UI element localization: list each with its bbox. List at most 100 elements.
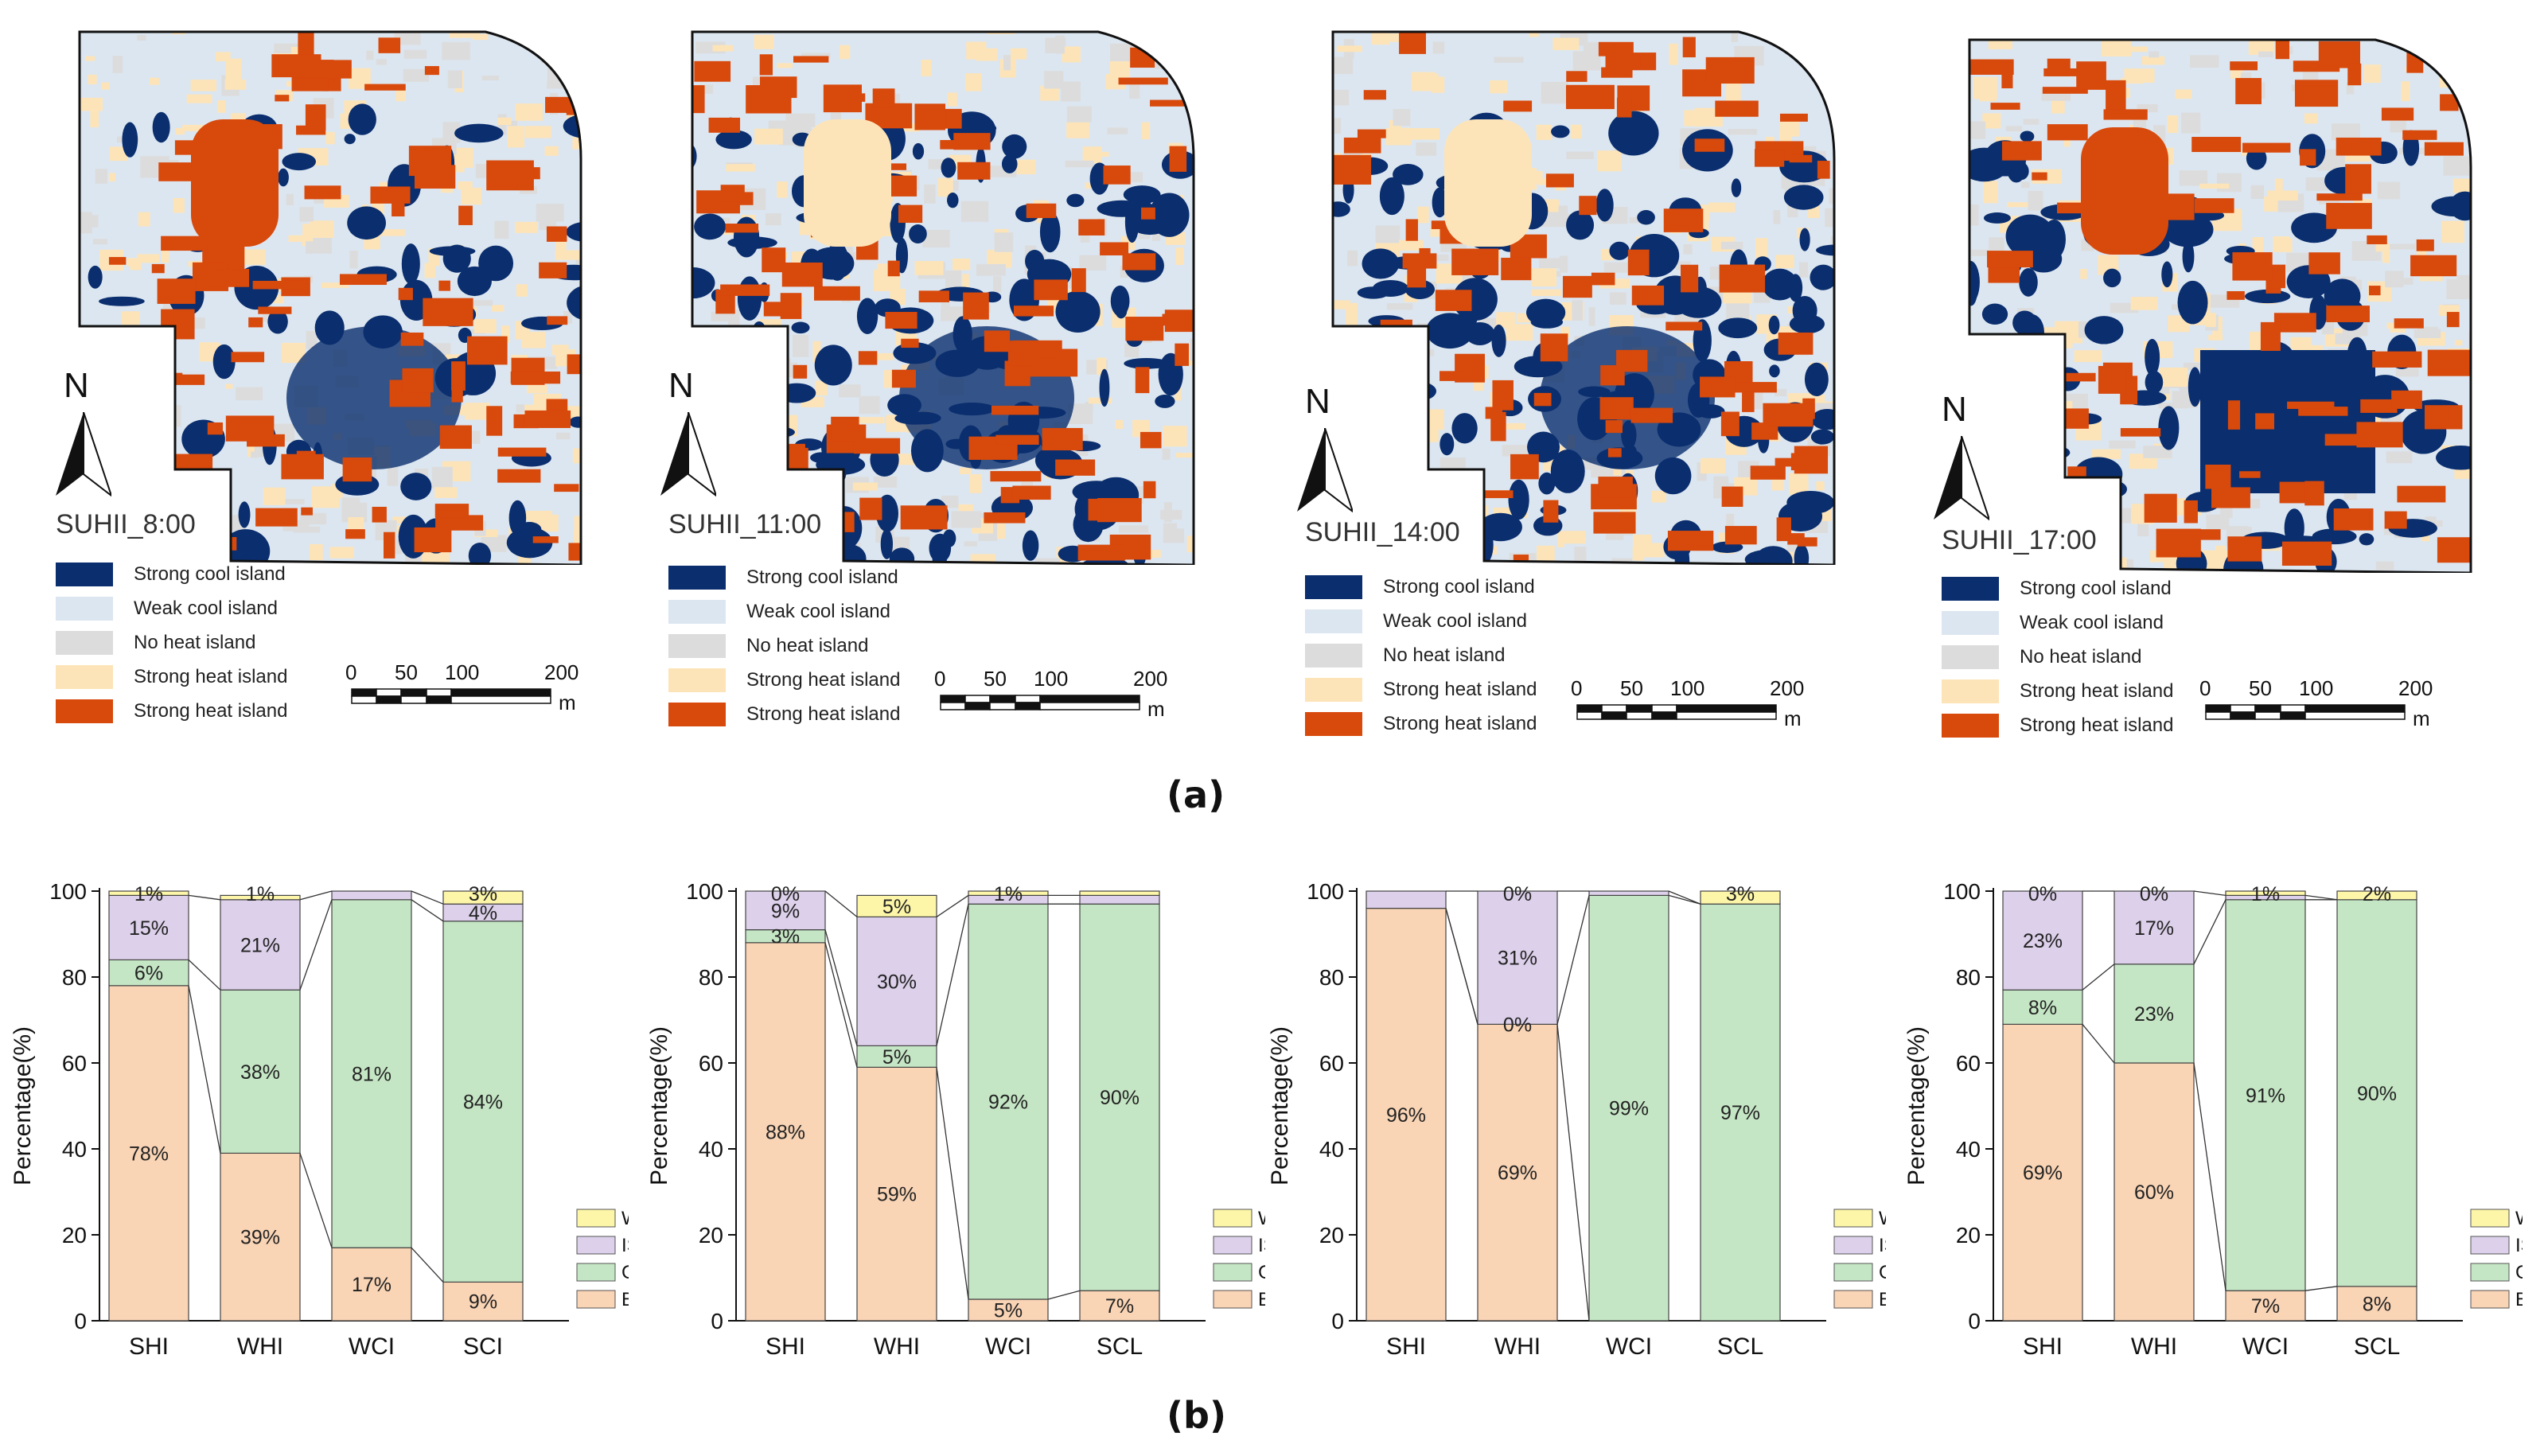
bar-segment-gs bbox=[1079, 903, 1160, 1291]
connector-line bbox=[299, 899, 333, 991]
data-label: 0% bbox=[1503, 1014, 1532, 1036]
scale-tick-label: 200 bbox=[1770, 676, 1805, 700]
suhii-map-1 bbox=[78, 30, 582, 565]
data-label: 17% bbox=[2134, 917, 2174, 940]
legend-swatch bbox=[56, 630, 113, 655]
north-arrow-icon bbox=[660, 412, 716, 497]
data-label: 1% bbox=[994, 883, 1023, 905]
legend-label: GS bbox=[621, 1262, 629, 1283]
bar-segment-bd bbox=[2336, 1286, 2417, 1322]
bar-segment-wb bbox=[856, 894, 937, 918]
bar-segment-is bbox=[2002, 890, 2083, 991]
y-tick-label: 100 bbox=[49, 879, 87, 904]
bar-segment-bd bbox=[856, 1066, 937, 1322]
bar-segment-is bbox=[331, 890, 412, 901]
x-tick-label: WHI bbox=[1494, 1333, 1541, 1360]
scale-tick-label: 200 bbox=[2398, 676, 2433, 700]
data-label: 9% bbox=[771, 900, 800, 922]
bar-segment-wb bbox=[108, 890, 189, 897]
stacked-bar-chart-1: 0 20 40 60 80 100 Percentage(%) 78% 6% 15% 1% SHI 39… bbox=[10, 879, 629, 1360]
legend-label: Strong heat island bbox=[1383, 712, 1537, 734]
legend-swatch bbox=[668, 668, 726, 692]
data-label: 15% bbox=[129, 917, 169, 940]
suhii-map-4 bbox=[1968, 38, 2472, 573]
y-tick-label: 80 bbox=[699, 965, 723, 990]
scale-unit: m bbox=[2413, 707, 2430, 730]
legend-label: IS bbox=[1879, 1235, 1886, 1256]
map-legend-item: Strong cool island bbox=[668, 560, 900, 594]
map-legend-item: Weak cool island bbox=[1305, 604, 1537, 638]
map-legend-item: Strong heat island bbox=[668, 697, 900, 731]
legend-swatch bbox=[1305, 677, 1362, 702]
legend-label: Strong heat island bbox=[134, 699, 288, 722]
map-legend-item: Weak cool island bbox=[1942, 605, 2173, 640]
data-label: 3% bbox=[771, 926, 800, 948]
legend-label: GS bbox=[1879, 1262, 1886, 1283]
bar-segment-gs bbox=[2225, 899, 2306, 1291]
bar-segment-bd bbox=[442, 1281, 524, 1322]
north-arrow-icon bbox=[1934, 436, 1989, 521]
x-tick-label: WCI bbox=[985, 1333, 1031, 1360]
data-label: 5% bbox=[882, 1046, 911, 1069]
map-title: SUHII_8:00 bbox=[56, 509, 196, 539]
legend-label: Strong cool island bbox=[134, 563, 286, 585]
data-label: 60% bbox=[2134, 1182, 2174, 1204]
map-panel-2: SUHII_11:00 N Strong cool island Weak cool … bbox=[637, 16, 1241, 748]
y-axis-label: Percentage(%) bbox=[1267, 1026, 1293, 1185]
legend-swatch bbox=[668, 599, 726, 624]
legend-swatch bbox=[668, 633, 726, 658]
map-legend-item: Strong cool island bbox=[1942, 571, 2173, 605]
scale-tick-label: 100 bbox=[1670, 676, 1705, 700]
legend-label: Strong heat island bbox=[746, 703, 901, 725]
data-label: 21% bbox=[240, 935, 280, 957]
y-tick-label: 80 bbox=[1319, 965, 1344, 990]
legend-swatch-gs bbox=[1833, 1263, 1873, 1282]
bar-segment-is bbox=[2114, 890, 2195, 965]
y-tick-label: 40 bbox=[1319, 1137, 1344, 1162]
legend-label: Strong heat island bbox=[2020, 714, 2174, 736]
scale-tick-label: 0 bbox=[934, 667, 946, 691]
scale-bar: 0 50 100 200 m bbox=[2199, 676, 2443, 740]
data-label: 0% bbox=[1503, 883, 1532, 905]
legend-swatch bbox=[56, 699, 113, 723]
data-label: 7% bbox=[1105, 1295, 1134, 1318]
bar-segment-gs bbox=[2002, 989, 2083, 1025]
y-tick-label: 60 bbox=[62, 1051, 87, 1076]
bar-segment-bd bbox=[331, 1247, 412, 1322]
scale-tick-label: 50 bbox=[984, 667, 1007, 691]
data-label: 97% bbox=[1720, 1102, 1760, 1124]
bar-segment-bd bbox=[220, 1152, 301, 1322]
bar-segment-gs bbox=[2336, 899, 2417, 1287]
data-label: 88% bbox=[766, 1121, 805, 1143]
data-label: 8% bbox=[2363, 1293, 2391, 1315]
map-legend-item: Strong heat island bbox=[1305, 707, 1537, 741]
legend-label: Strong cool island bbox=[746, 566, 898, 588]
bar-segment-gs bbox=[1700, 903, 1781, 1322]
map-legend: Strong cool island Weak cool island No hea… bbox=[668, 560, 900, 731]
scale-tick-label: 100 bbox=[445, 660, 480, 684]
data-label: 5% bbox=[994, 1300, 1023, 1322]
legend-swatch-is bbox=[1213, 1236, 1253, 1255]
connector-line bbox=[1445, 908, 1478, 1025]
bar-segment-bd bbox=[108, 985, 189, 1322]
map-legend-item: No heat island bbox=[1942, 640, 2173, 674]
x-tick-label: SCI bbox=[463, 1333, 503, 1360]
data-label: 8% bbox=[2028, 997, 2057, 1019]
bar-segment-bd bbox=[2114, 1062, 2195, 1322]
connector-line bbox=[2082, 1023, 2115, 1064]
connector-line bbox=[2082, 964, 2115, 991]
legend-swatch bbox=[1305, 609, 1362, 633]
map-panel-4: SUHII_17:00 N Strong cool island Weak cool … bbox=[1910, 16, 2515, 748]
y-tick-label: 40 bbox=[699, 1137, 723, 1162]
legend-swatch-is bbox=[576, 1236, 616, 1255]
map-legend-item: Strong heat island bbox=[1942, 674, 2173, 708]
legend-swatch-bd bbox=[1833, 1290, 1873, 1309]
legend-swatch-wb bbox=[2470, 1209, 2510, 1228]
legend-swatch bbox=[56, 664, 113, 689]
data-label: 5% bbox=[882, 896, 911, 918]
legend-swatch bbox=[1942, 644, 1999, 669]
data-label: 78% bbox=[129, 1143, 169, 1165]
bar-segment-wb bbox=[2225, 890, 2306, 897]
legend-swatch-gs bbox=[1213, 1263, 1253, 1282]
suhii-map-3 bbox=[1331, 30, 1836, 565]
